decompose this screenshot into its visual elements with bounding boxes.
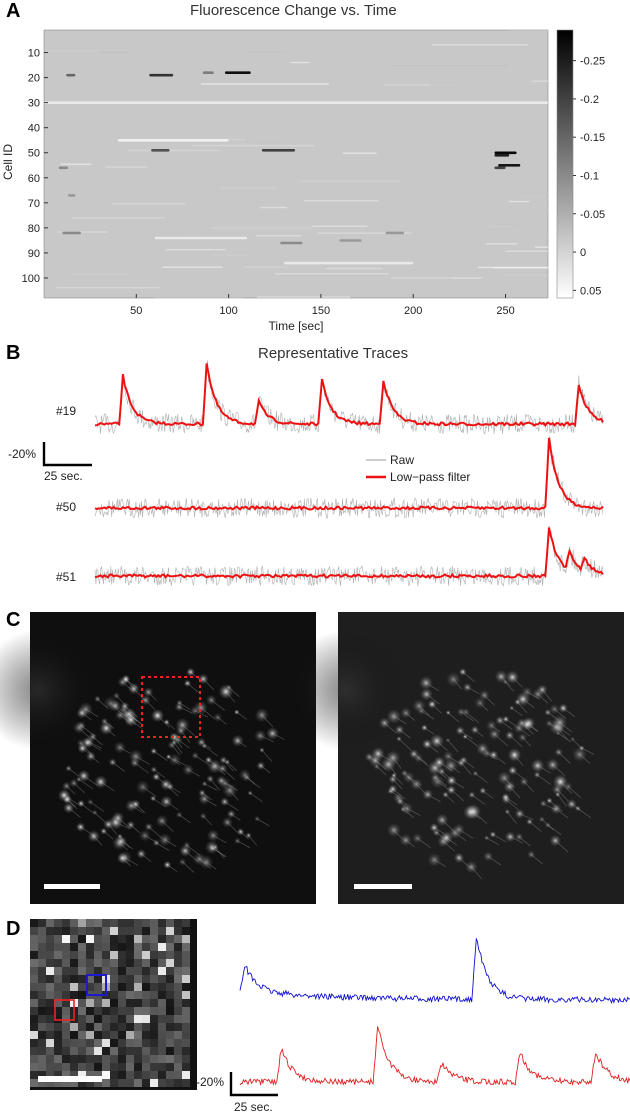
heatmap-y-tick-label: 10 [28, 48, 40, 60]
panel-d-traces [239, 937, 630, 1087]
scalebar-b-x-label: 25 sec. [44, 469, 83, 483]
colorbar-tick-label: -0.2 [580, 94, 599, 106]
colorbar-ticks: -0.25 -0.2 -0.15 -0.1 -0.05 0 0.05 [573, 56, 605, 297]
micrograph-right [286, 612, 624, 904]
colorbar-tick-label: -0.1 [580, 170, 599, 182]
heatmap-x-axis-label: Time [sec] [269, 319, 324, 333]
heatmap-event-17 [117, 139, 229, 142]
heatmap-event-0 [66, 73, 76, 77]
pixel-grid [30, 919, 190, 1087]
scalebar-d-y-label: -20% [196, 1075, 224, 1089]
heatmap-event-3 [224, 71, 251, 74]
traces-series-layer [94, 360, 604, 587]
heatmap-event-12 [62, 231, 81, 235]
heatmap-noise-layer [44, 30, 548, 299]
legend-entry-filter: Low−pass filter [390, 470, 470, 484]
heatmap-event-1 [149, 73, 174, 77]
panel-b-label: B [6, 342, 21, 364]
roi-blue [86, 974, 107, 996]
heatmap-chart: 10 20 30 40 50 60 70 80 90 100 50 100 150 200 250 Tim… [1, 29, 605, 333]
heatmap-y-tick-label: 30 [28, 98, 40, 110]
scalebar-b: -20% 25 sec. [8, 442, 92, 483]
heatmap-event-5 [261, 149, 296, 152]
heatmap-title: Fluorescence Change vs. Time [190, 2, 397, 19]
panel-d-trace-1 [239, 1026, 630, 1087]
heatmap-y-tick-label: 80 [28, 223, 40, 235]
colorbar-tick-label: 0.05 [580, 285, 601, 297]
heatmap-x-tick-label: 150 [312, 305, 330, 317]
trace-label-19: #19 [56, 404, 76, 418]
panel-d-label: D [6, 918, 21, 940]
zoom-pixel-image [30, 919, 197, 1090]
heatmap-y-tick-label: 60 [28, 173, 40, 185]
heatmap-event-7 [494, 154, 510, 157]
heatmap-x-ticks: 50 100 150 200 250 [130, 294, 515, 317]
heatmap-y-ticks: 10 20 30 40 50 60 70 80 90 100 [22, 48, 48, 285]
heatmap-event-6 [494, 151, 517, 155]
heatmap-y-axis-label: Cell ID [1, 144, 15, 180]
heatmap-x-tick-label: 50 [130, 305, 142, 317]
scale-bar-c-right [354, 884, 412, 889]
roi-red [54, 999, 75, 1021]
colorbar-tick-label: 0 [580, 247, 586, 259]
filtered-trace-1 [94, 437, 604, 511]
heatmap-event-15 [339, 239, 362, 242]
colorbar-tick-label: -0.25 [580, 56, 605, 68]
heatmap-background [43, 29, 549, 299]
panel-a-label: A [6, 0, 21, 22]
legend-entry-raw: Raw [390, 453, 414, 467]
heatmap-y-tick-label: 90 [28, 248, 40, 260]
heatmap-event-19 [284, 261, 414, 265]
heatmap-event-18 [154, 236, 248, 240]
cell-blobs-left [57, 667, 285, 873]
legend: Raw Low−pass filter [366, 453, 470, 484]
colorbar [556, 29, 574, 299]
heatmap-event-14 [280, 241, 303, 245]
colorbar-tick-label: -0.15 [580, 132, 605, 144]
heatmap-y-tick-label: 100 [22, 273, 40, 285]
colorbar-tick-label: -0.05 [580, 209, 605, 221]
heatmap-x-tick-label: 100 [219, 305, 237, 317]
heatmap-event-10 [494, 166, 506, 170]
heatmap-y-tick-label: 70 [28, 198, 40, 210]
raw-trace-0 [94, 360, 604, 435]
micrograph-left [0, 612, 316, 904]
heatmap-x-tick-label: 250 [496, 305, 514, 317]
scale-bar-c-left [44, 884, 100, 889]
heatmap-event-layer [44, 71, 548, 265]
cell-blobs-right [364, 668, 595, 880]
panel-c-label: C [6, 609, 21, 631]
trace-label-50: #50 [56, 500, 76, 514]
heatmap-event-2 [202, 71, 214, 74]
filtered-trace-2 [94, 527, 604, 579]
scalebar-d: -20% 25 sec. [196, 1072, 278, 1114]
scale-bar-d [38, 1076, 102, 1082]
panel-d-trace-0 [239, 937, 630, 1004]
heatmap-y-tick-label: 40 [28, 123, 40, 135]
heatmap-event-11 [68, 194, 76, 197]
scalebar-b-y-label: -20% [8, 447, 36, 461]
zoom-region-box [141, 676, 201, 738]
traces-title: Representative Traces [258, 345, 409, 362]
heatmap-event-8 [498, 164, 521, 167]
traces-chart: #19 #50 #51 -20% 25 sec. Raw Low−pass fi… [8, 360, 604, 587]
raw-trace-1 [94, 436, 604, 519]
heatmap-event-9 [58, 166, 68, 170]
heatmap-event-13 [385, 231, 404, 235]
heatmap-event-4 [151, 149, 170, 152]
heatmap-x-tick-label: 200 [404, 305, 422, 317]
heatmap-y-tick-label: 20 [28, 73, 40, 85]
heatmap-event-16 [44, 101, 548, 105]
trace-label-51: #51 [56, 570, 76, 584]
scalebar-d-x-label: 25 sec. [234, 1100, 273, 1114]
heatmap-y-tick-label: 50 [28, 148, 40, 160]
filtered-trace-0 [94, 363, 604, 428]
